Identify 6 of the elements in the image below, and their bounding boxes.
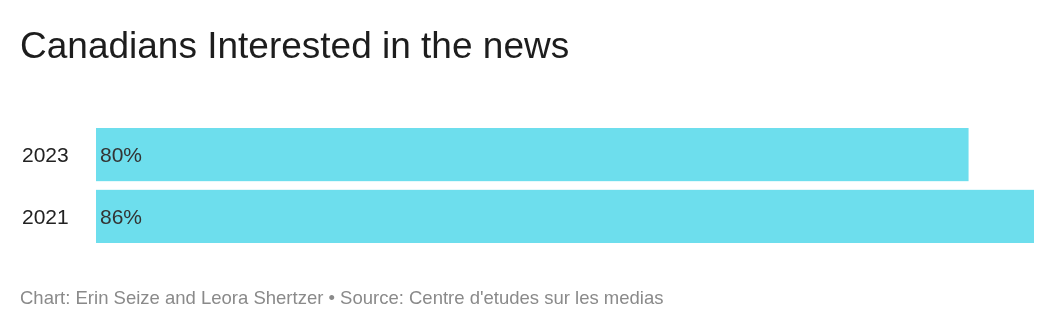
data-label: 80% — [100, 142, 143, 166]
chart-title: Canadians Interested in the news — [20, 25, 570, 66]
text: Chart: Erin Seize and Leora Shertzer • Source: Centre d'etudes sur les medias — [20, 287, 664, 308]
data-label: 86% — [100, 204, 143, 228]
y-tick-label: 2023 — [22, 142, 69, 166]
y-tick-label: 2021 — [22, 204, 69, 228]
